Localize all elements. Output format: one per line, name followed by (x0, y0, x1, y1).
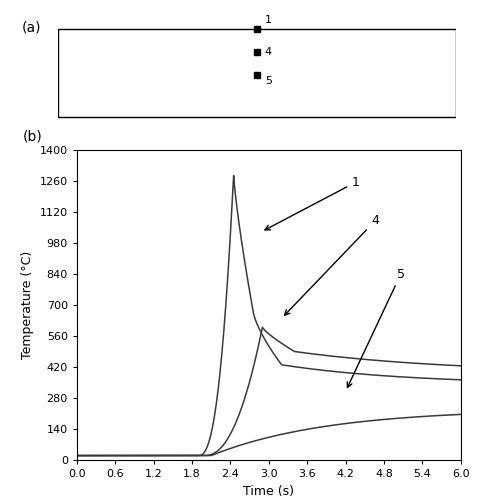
Text: (a): (a) (22, 20, 41, 34)
Bar (58, 29, 456, 117)
Text: 4: 4 (285, 214, 379, 315)
Text: 5: 5 (348, 268, 405, 388)
Text: (b): (b) (23, 130, 43, 144)
X-axis label: Time (s): Time (s) (243, 484, 294, 498)
Y-axis label: Temperature (°C): Temperature (°C) (21, 251, 34, 359)
Text: 4: 4 (265, 47, 272, 56)
Text: 1: 1 (265, 176, 360, 230)
Text: 5: 5 (265, 76, 272, 86)
Text: 1: 1 (265, 15, 272, 25)
